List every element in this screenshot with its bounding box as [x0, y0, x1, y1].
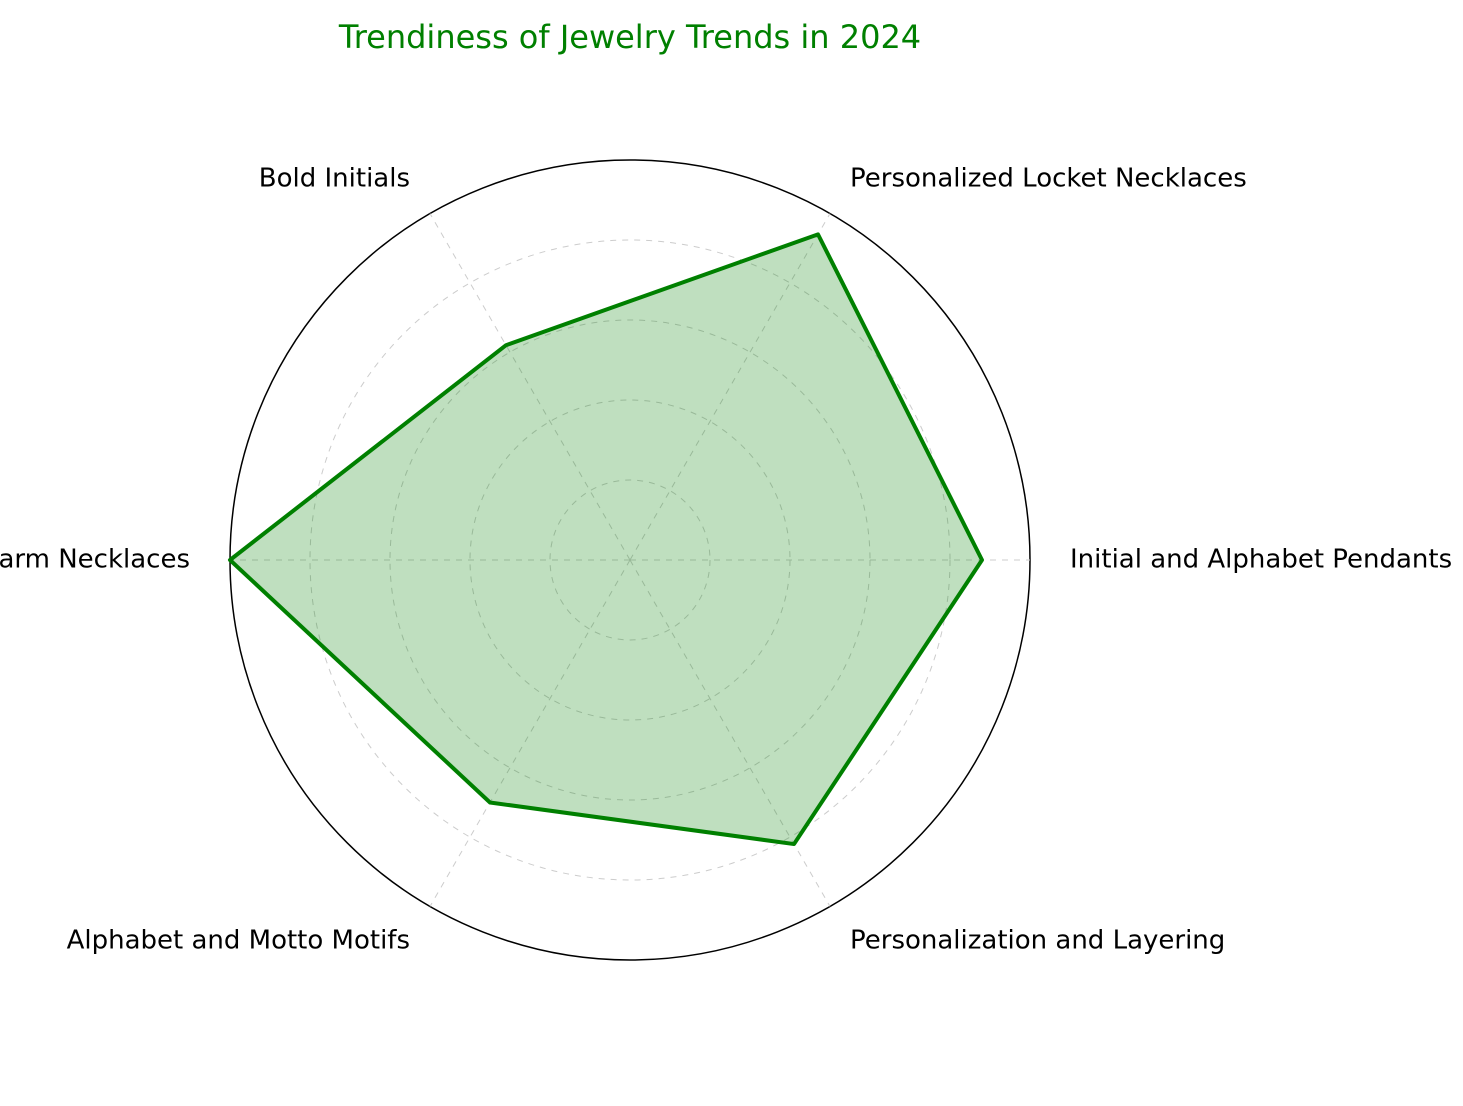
- chart-container: Initial and Alphabet Pendants Personalize…: [0, 0, 1463, 1106]
- category-label: Alphabet and Motto Motifs: [67, 926, 410, 956]
- category-label: Initial and Alphabet Pendants: [1070, 545, 1452, 575]
- radar-chart: Initial and Alphabet Pendants Personalize…: [0, 0, 1463, 1106]
- category-label: Heart Charm Necklaces: [0, 545, 190, 575]
- category-label: Personalization and Layering: [850, 926, 1225, 956]
- category-label: Bold Initials: [259, 163, 410, 193]
- category-label: Personalized Locket Necklaces: [850, 163, 1247, 193]
- chart-title: Trendiness of Jewelry Trends in 2024: [338, 18, 921, 56]
- data-polygon: [230, 234, 982, 844]
